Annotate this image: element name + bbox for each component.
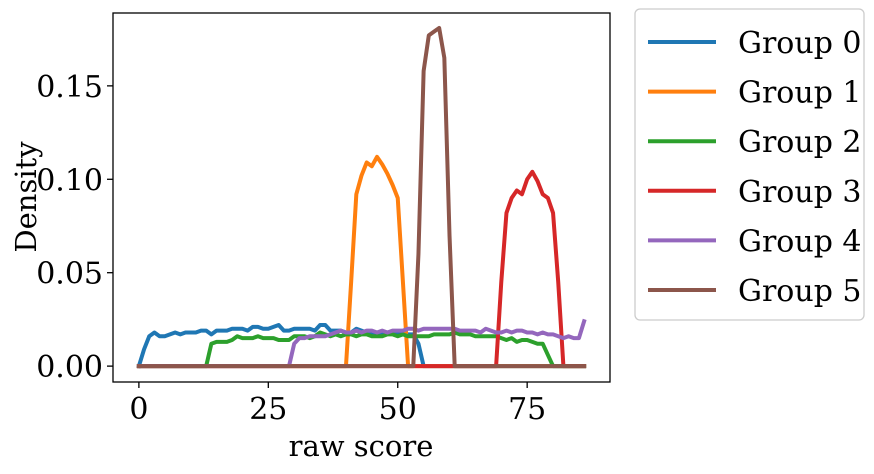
x-tick-label: 75 <box>508 392 546 427</box>
y-axis-label: Density <box>9 141 43 253</box>
legend-label-group-3: Group 3 <box>738 175 862 210</box>
y-tick-label: 0.05 <box>36 257 103 292</box>
y-tick-label: 0.15 <box>36 70 103 105</box>
series-line-group-1 <box>136 154 587 369</box>
legend-label-group-4: Group 4 <box>738 224 862 259</box>
series-layer <box>136 25 587 369</box>
x-tick-label: 25 <box>249 392 287 427</box>
legend-label-group-5: Group 5 <box>738 274 862 309</box>
y-axis: 0.00 0.05 0.10 0.15 <box>36 70 113 385</box>
x-axis: 0 25 50 75 <box>129 382 546 427</box>
series-line-group-5 <box>136 25 587 369</box>
series-line-group-2 <box>136 330 587 369</box>
x-tick-label: 50 <box>379 392 417 427</box>
y-tick-label: 0.00 <box>36 350 103 385</box>
legend-label-group-0: Group 0 <box>738 26 862 61</box>
y-tick-label: 0.10 <box>36 163 103 198</box>
plot-area-frame <box>112 12 611 383</box>
legend-label-group-2: Group 2 <box>738 125 862 160</box>
legend: Group 0 Group 1 Group 2 Group 3 Group 4 Group… <box>634 8 865 321</box>
legend-label-group-1: Group 1 <box>738 76 862 111</box>
series-line-group-4 <box>136 318 587 369</box>
x-tick-label: 0 <box>129 392 148 427</box>
x-axis-label: raw score <box>289 429 434 463</box>
series-line-group-3 <box>136 169 587 369</box>
